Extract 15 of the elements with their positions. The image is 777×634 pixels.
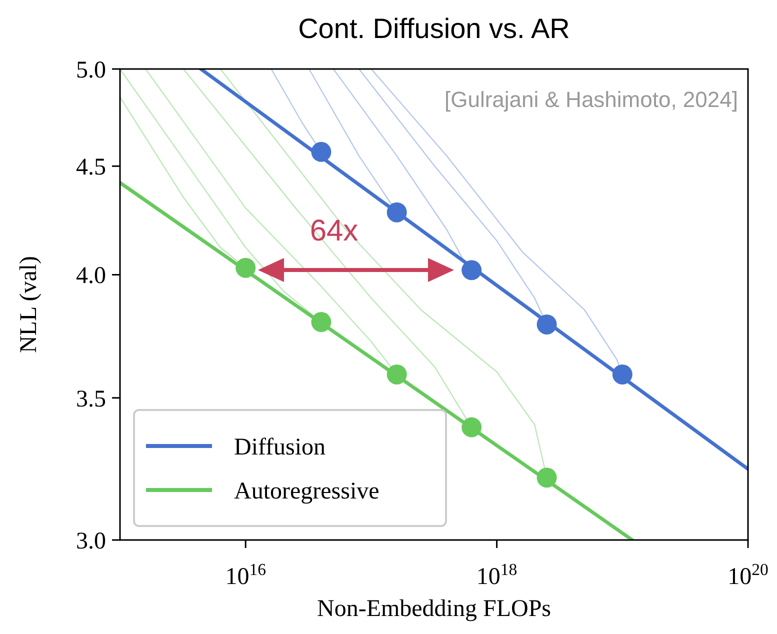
- x-axis-title: Non-Embedding FLOPs: [317, 596, 551, 622]
- x-tick-label: 10$^{20}$: [728, 560, 768, 590]
- y-tick-label: 5.0: [76, 57, 106, 84]
- legend-label: Diffusion: [234, 434, 326, 460]
- y-tick-label: 3.5: [76, 386, 106, 412]
- legend-label: Autoregressive: [234, 478, 380, 504]
- x-tick-label: 10$^{18}$: [476, 560, 518, 590]
- annotation: [Gulrajani & Hashimoto, 2024]: [444, 87, 738, 112]
- y-axis-title: NLL (val): [16, 256, 42, 354]
- y-tick-label: 3.0: [76, 528, 106, 554]
- y-tick-label: 4.0: [76, 263, 106, 290]
- x-tick-label: 10$^{16}$: [225, 560, 266, 590]
- chart-title: Cont. Diffusion vs. AR: [298, 13, 570, 44]
- y-tick-label: 4.5: [76, 154, 106, 181]
- annotation: 64x: [310, 214, 358, 248]
